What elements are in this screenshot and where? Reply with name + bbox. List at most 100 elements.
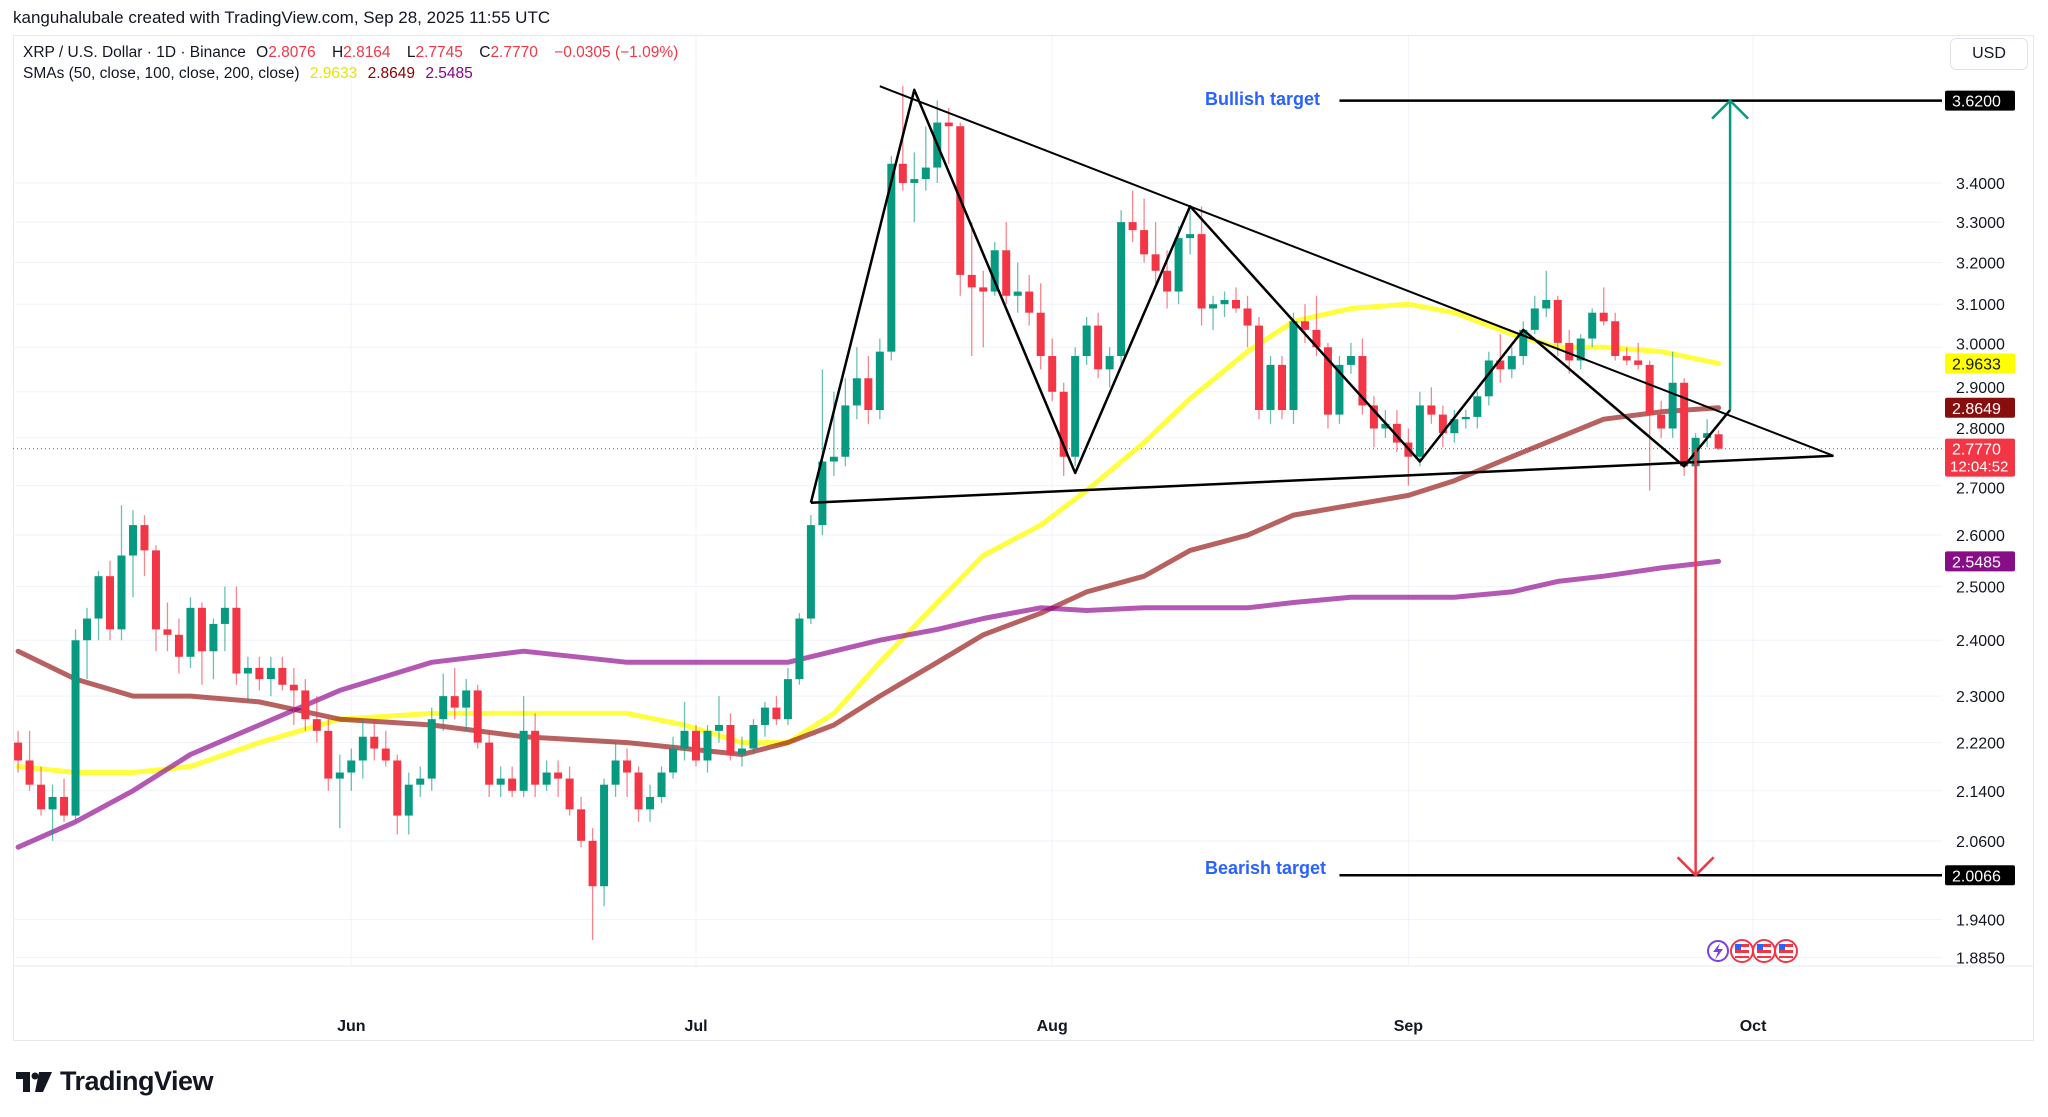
candle	[1186, 210, 1195, 255]
candle-body	[703, 730, 712, 761]
candle	[1059, 382, 1068, 476]
candle	[1082, 316, 1091, 365]
candle	[1588, 308, 1597, 348]
candle	[1151, 222, 1160, 284]
candle-body	[1634, 360, 1643, 365]
candle	[209, 618, 218, 680]
candle	[1703, 419, 1712, 448]
candle-body	[1128, 222, 1137, 231]
candle-body	[1335, 364, 1344, 415]
candle-body	[1611, 321, 1620, 357]
candle-body	[427, 719, 436, 779]
x-tick-label: Sep	[1394, 1018, 1424, 1035]
candle-body	[289, 684, 298, 691]
candle	[1232, 287, 1241, 313]
symbol-legend[interactable]: XRP / U.S. Dollar · 1D · Binance O2.8076…	[23, 44, 679, 61]
candle-body	[1553, 299, 1562, 343]
us-flag-icon	[1752, 939, 1776, 963]
candle	[588, 828, 597, 941]
sma-legend[interactable]: SMAs (50, close, 100, close, 200, close)…	[23, 65, 479, 83]
candle	[1289, 312, 1298, 424]
candle	[151, 545, 160, 652]
candle	[496, 766, 505, 797]
candle-body	[1507, 356, 1516, 370]
candle	[106, 560, 115, 641]
candle-body	[1094, 325, 1103, 370]
candle	[1484, 351, 1493, 406]
candle-body	[1117, 222, 1126, 357]
y-tick-label: 1.9400	[1956, 913, 2005, 930]
y-tick-label: 2.6000	[1956, 528, 2005, 545]
y-tick-label: 2.2200	[1956, 736, 2005, 753]
candle-body	[1381, 423, 1390, 429]
tradingview-logo[interactable]: TradingView	[16, 1066, 214, 1097]
candle	[1404, 428, 1413, 486]
candle-body	[531, 730, 540, 785]
sma-price-tag: 2.9633	[1945, 353, 2015, 374]
candle-body	[1473, 396, 1482, 417]
price-tag-label: 2.9633	[1952, 356, 2001, 373]
candle-body	[370, 736, 379, 749]
candle-body	[462, 690, 471, 708]
candle	[266, 656, 275, 697]
price-tag-bg	[1945, 865, 2015, 886]
y-tick-label: 2.1400	[1956, 784, 2005, 801]
currency-button[interactable]: USD	[1950, 38, 2028, 70]
x-tick-label: Jul	[684, 1018, 707, 1035]
time-axis: Jun Jul Aug Sep Oct	[13, 965, 2034, 1035]
candle	[1346, 342, 1355, 374]
candle	[48, 784, 57, 841]
countdown-label: 12:04:52	[1950, 459, 2008, 476]
us-flag-icon	[1774, 939, 1798, 963]
candle-body	[393, 760, 402, 816]
candle	[324, 719, 333, 791]
candle-body	[1346, 356, 1355, 365]
symbol-name: XRP / U.S. Dollar · 1D · Binance	[23, 44, 246, 61]
candle	[714, 696, 723, 743]
candle-body	[1461, 416, 1470, 420]
candle	[542, 760, 551, 791]
candle-body	[1599, 312, 1608, 322]
triangle-resistance-line	[879, 85, 1834, 457]
candle-body	[117, 555, 126, 630]
sma100-value: 2.8649	[367, 65, 416, 82]
candle-body	[623, 760, 632, 773]
zigzag-pattern-line	[809, 88, 1732, 504]
candle	[450, 667, 459, 720]
candle	[416, 766, 425, 797]
candle-body	[1289, 321, 1298, 411]
x-tick-label: Jun	[337, 1018, 365, 1035]
candle-body	[1243, 308, 1252, 326]
candle-body	[1002, 250, 1011, 296]
candle-body	[1358, 356, 1367, 406]
candle-body	[990, 250, 999, 292]
candle-body	[266, 667, 275, 680]
candle-body	[335, 772, 344, 779]
candle	[71, 629, 80, 822]
candle	[990, 242, 999, 296]
candle-body	[1530, 308, 1539, 330]
candle-body	[347, 760, 356, 773]
candle-body	[1450, 419, 1459, 434]
candle-body	[485, 742, 494, 785]
candle	[921, 126, 930, 191]
candle-body	[1186, 234, 1195, 239]
candle-body	[1048, 356, 1057, 392]
candle	[979, 270, 988, 348]
candle-body	[1714, 434, 1723, 449]
candle	[1140, 198, 1149, 263]
sma-line-sma200	[15, 558, 1722, 850]
drawings	[809, 85, 1942, 878]
candle	[1025, 274, 1034, 326]
candle	[1542, 270, 1551, 317]
bearish-target-label: Bearish target	[1205, 858, 1327, 878]
candle-body	[1105, 356, 1114, 370]
candle-body	[324, 730, 333, 779]
candle	[669, 736, 678, 779]
candle-body	[106, 576, 115, 630]
candle-body	[760, 707, 769, 725]
candle	[1094, 312, 1103, 379]
candle	[1323, 342, 1332, 429]
